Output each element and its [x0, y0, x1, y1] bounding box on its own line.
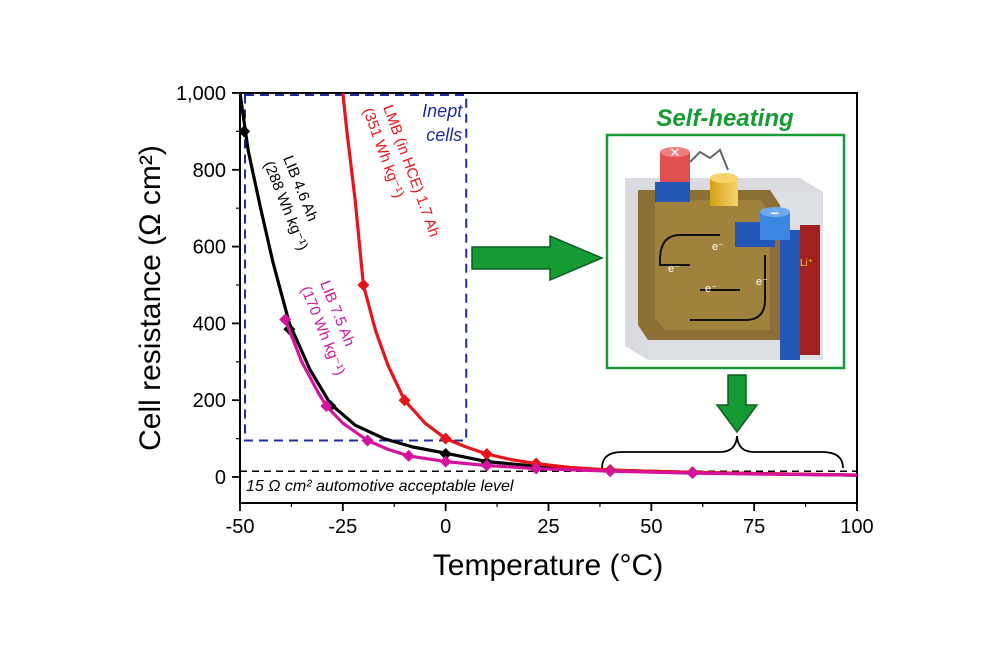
data-point-magenta — [530, 462, 543, 475]
data-point-red — [357, 279, 370, 291]
y-tick-label: 200 — [193, 390, 226, 412]
data-point-red — [439, 432, 452, 445]
data-point-magenta — [686, 467, 699, 480]
plus-icon: ✕ — [670, 145, 681, 160]
inept-cells-box — [244, 94, 468, 442]
y-axis-title: Cell resistance (Ω cm²) — [134, 145, 167, 451]
data-point-red — [398, 394, 411, 407]
y-tick-label: 400 — [193, 313, 226, 335]
x-tick-label: 0 — [440, 516, 451, 538]
data-point-red — [480, 447, 493, 460]
y-tick-label: 0 — [215, 467, 226, 489]
arrow-down-icon — [715, 374, 759, 434]
x-axis-ticks: -50 -25 0 25 50 75 100 — [226, 503, 874, 538]
data-point-magenta — [439, 455, 452, 468]
data-point-magenta — [480, 459, 493, 472]
y-tick-label: 800 — [193, 160, 226, 182]
brace-self-heating-range — [601, 435, 844, 469]
x-tick-label: 100 — [840, 516, 873, 538]
data-point-magenta — [402, 449, 415, 462]
x-tick-label: -50 — [226, 516, 255, 538]
x-tick-label: 50 — [640, 516, 662, 538]
x-tick-label: 75 — [743, 516, 765, 538]
electron-label: e⁻ — [668, 263, 680, 275]
electron-label: e⁻ — [756, 276, 768, 288]
heating-wire — [689, 148, 729, 171]
separator-plate — [780, 230, 800, 360]
self-heating-title: Self-heating — [656, 105, 794, 132]
y-tick-label: 600 — [193, 237, 226, 259]
y-axis-ticks: 0 200 400 600 800 1,000 — [176, 83, 240, 489]
battery-illustration: ✕ − e⁻ e⁻ e⁻ e⁻ Li⁺ — [625, 145, 823, 360]
data-point-black — [439, 447, 452, 460]
minus-icon: − — [771, 205, 779, 221]
series-label-black: LIB 4.6 Ah (288 Wh kg⁻¹) — [260, 153, 321, 253]
inept-cells-label-line1: Inept — [422, 101, 463, 121]
electron-label: e⁻ — [705, 283, 717, 295]
arrow-right-icon — [471, 234, 604, 282]
cathode-plate — [800, 225, 820, 355]
reference-line-label: 15 Ω cm² automotive acceptable level — [246, 478, 514, 495]
x-tick-label: 25 — [537, 516, 559, 538]
lithium-ion-label: Li⁺ — [800, 258, 813, 269]
x-tick-label: -25 — [328, 516, 357, 538]
data-point-black — [240, 125, 251, 138]
data-point-magenta — [320, 399, 333, 412]
electron-label: e⁻ — [712, 241, 724, 253]
y-tick-label: 1,000 — [176, 83, 226, 105]
data-point-magenta — [279, 313, 292, 326]
data-point-magenta — [361, 434, 374, 447]
data-point-magenta — [604, 465, 617, 478]
x-axis-title: Temperature (°C) — [433, 549, 663, 582]
series-layer — [240, 93, 857, 480]
inept-cells-label-line2: cells — [426, 125, 462, 145]
